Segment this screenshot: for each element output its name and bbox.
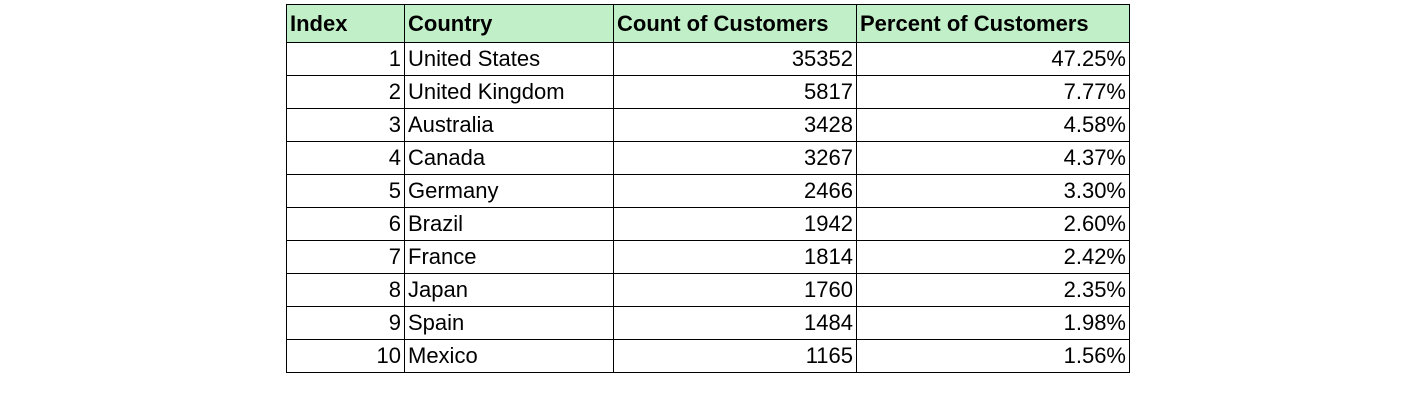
cell-country[interactable]: Canada (404, 141, 614, 175)
cell-country[interactable]: United Kingdom (404, 75, 614, 109)
cell-country[interactable]: Brazil (404, 207, 614, 241)
customers-by-country-table: Index Country Count of Customers Percent… (286, 4, 1130, 373)
cell-count[interactable]: 2466 (613, 174, 857, 208)
cell-index[interactable]: 5 (286, 174, 405, 208)
table-row: 2 United Kingdom 5817 7.77% (286, 75, 1130, 109)
cell-count[interactable]: 1760 (613, 273, 857, 307)
cell-index[interactable]: 2 (286, 75, 405, 109)
cell-count[interactable]: 1814 (613, 240, 857, 274)
table-row: 10 Mexico 1165 1.56% (286, 339, 1130, 373)
header-country[interactable]: Country (404, 4, 614, 43)
cell-country[interactable]: Australia (404, 108, 614, 142)
cell-percent[interactable]: 4.58% (856, 108, 1130, 142)
cell-count[interactable]: 3428 (613, 108, 857, 142)
cell-index[interactable]: 9 (286, 306, 405, 340)
cell-country[interactable]: Spain (404, 306, 614, 340)
table-row: 8 Japan 1760 2.35% (286, 273, 1130, 307)
cell-count[interactable]: 5817 (613, 75, 857, 109)
header-index[interactable]: Index (286, 4, 405, 43)
cell-count[interactable]: 1484 (613, 306, 857, 340)
table-row: 7 France 1814 2.42% (286, 240, 1130, 274)
cell-percent[interactable]: 7.77% (856, 75, 1130, 109)
cell-index[interactable]: 7 (286, 240, 405, 274)
header-percent-of-customers[interactable]: Percent of Customers (856, 4, 1130, 43)
cell-country[interactable]: Mexico (404, 339, 614, 373)
cell-country[interactable]: Japan (404, 273, 614, 307)
cell-country[interactable]: Germany (404, 174, 614, 208)
cell-count[interactable]: 1942 (613, 207, 857, 241)
header-row: Index Country Count of Customers Percent… (286, 4, 1130, 43)
header-count-of-customers[interactable]: Count of Customers (613, 4, 857, 43)
cell-index[interactable]: 8 (286, 273, 405, 307)
cell-country[interactable]: United States (404, 42, 614, 76)
table-row: 3 Australia 3428 4.58% (286, 108, 1130, 142)
cell-percent[interactable]: 4.37% (856, 141, 1130, 175)
cell-percent[interactable]: 1.98% (856, 306, 1130, 340)
cell-percent[interactable]: 2.35% (856, 273, 1130, 307)
cell-count[interactable]: 35352 (613, 42, 857, 76)
cell-percent[interactable]: 2.60% (856, 207, 1130, 241)
table-row: 5 Germany 2466 3.30% (286, 174, 1130, 208)
cell-index[interactable]: 3 (286, 108, 405, 142)
cell-country[interactable]: France (404, 240, 614, 274)
cell-percent[interactable]: 47.25% (856, 42, 1130, 76)
cell-index[interactable]: 4 (286, 141, 405, 175)
table-row: 1 United States 35352 47.25% (286, 42, 1130, 76)
table-row: 6 Brazil 1942 2.60% (286, 207, 1130, 241)
cell-percent[interactable]: 2.42% (856, 240, 1130, 274)
table-row: 9 Spain 1484 1.98% (286, 306, 1130, 340)
cell-index[interactable]: 1 (286, 42, 405, 76)
cell-percent[interactable]: 1.56% (856, 339, 1130, 373)
cell-index[interactable]: 6 (286, 207, 405, 241)
cell-index[interactable]: 10 (286, 339, 405, 373)
table-row: 4 Canada 3267 4.37% (286, 141, 1130, 175)
cell-count[interactable]: 3267 (613, 141, 857, 175)
cell-count[interactable]: 1165 (613, 339, 857, 373)
cell-percent[interactable]: 3.30% (856, 174, 1130, 208)
